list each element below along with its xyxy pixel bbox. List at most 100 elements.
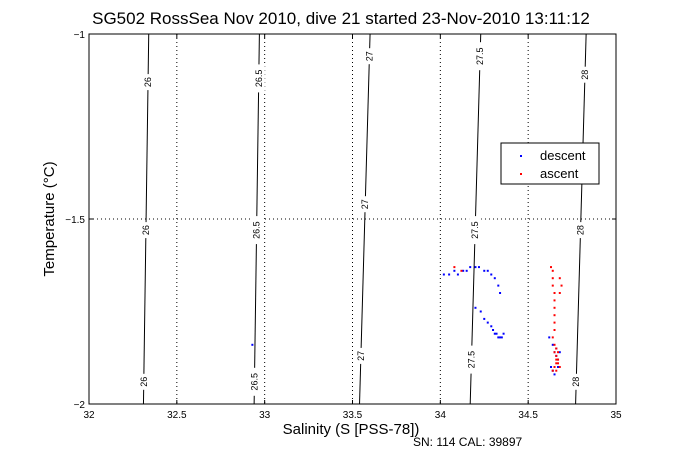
y-tick-label: −1 — [74, 30, 86, 41]
descent-point — [548, 336, 551, 339]
ascent-point — [553, 314, 556, 317]
x-tick-label: 35 — [610, 410, 622, 421]
axis-ticks: 32 32.5 33 33.5 34 34.5 35 −2 −1.5 −1 — [65, 30, 622, 421]
descent-point — [469, 266, 472, 269]
legend-label-descent: descent — [540, 148, 586, 163]
ascent-point — [553, 299, 556, 302]
descent-point — [486, 269, 489, 272]
ascent-point — [555, 358, 558, 361]
x-tick-label: 34 — [435, 410, 447, 421]
x-axis-label: Salinity (S [PSS-78]) — [283, 421, 420, 438]
descent-point — [474, 306, 477, 309]
ascent-point — [553, 366, 556, 368]
descent-point — [462, 269, 465, 272]
ascent-point — [551, 269, 554, 272]
contour-label: 27 — [356, 351, 366, 361]
contour-label: 26.5 — [249, 373, 259, 391]
descent-point — [483, 317, 486, 320]
ascent-point — [553, 292, 556, 294]
descent-point — [551, 343, 554, 346]
x-tick-label: 32 — [83, 410, 95, 421]
x-tick-label: 34.5 — [518, 410, 538, 421]
ascent-point — [453, 266, 456, 269]
contour-label-gap — [363, 48, 376, 65]
descent-point — [251, 343, 254, 346]
descent-point — [453, 269, 456, 272]
ascent-point — [555, 354, 558, 357]
descent-point — [483, 269, 486, 272]
grid — [89, 34, 616, 404]
ascent-point — [553, 329, 556, 331]
legend-marker-descent — [520, 155, 522, 157]
ascent-point — [557, 358, 560, 361]
contour-label: 26 — [141, 225, 151, 235]
contour-label-gap — [354, 347, 367, 364]
y-tick-label: −2 — [74, 400, 86, 411]
descent-point — [442, 273, 445, 276]
descent-point — [479, 310, 482, 313]
ascent-point — [551, 336, 554, 339]
ascent-point — [551, 277, 554, 280]
y-axis-label: Temperature (°C) — [41, 161, 58, 276]
y-tick-label: −1.5 — [65, 215, 85, 226]
contour-label-gap — [574, 222, 587, 239]
contour-label-gap — [570, 373, 583, 390]
contour-label-gap — [137, 373, 150, 390]
descent-point — [448, 273, 451, 276]
contour-label: 27.5 — [470, 221, 480, 239]
contour-label: 28 — [580, 70, 590, 80]
ascent-point — [555, 369, 558, 372]
contour-line-26 — [142, 33, 150, 405]
ascent-point — [555, 362, 558, 365]
descent-point — [497, 284, 500, 287]
descent-point — [557, 366, 560, 368]
descent-point — [465, 269, 468, 272]
descent-point — [477, 266, 480, 269]
descent-point — [493, 332, 496, 335]
ascent-point — [551, 284, 554, 287]
descent-point — [490, 273, 493, 276]
contour-label: 27.5 — [466, 351, 476, 369]
contour-line-27 — [359, 33, 371, 405]
contour-line-28 — [575, 33, 587, 405]
contour-label-gap — [250, 216, 263, 245]
legend-marker-ascent — [520, 173, 522, 175]
density-contours: 26 26 26 26.5 26.5 26.5 27 27 27 27.5 27.5 27.5 28 28… — [137, 33, 591, 405]
contour-label: 27 — [360, 199, 370, 209]
contour-label: 28 — [571, 377, 581, 387]
ascent-point — [553, 343, 556, 346]
ascent-point — [555, 347, 558, 350]
contour-label: 27 — [364, 51, 374, 61]
ascent-point — [551, 369, 554, 372]
contour-label: 28 — [576, 225, 586, 235]
descent-point — [493, 277, 496, 280]
ascent-point — [557, 362, 560, 365]
ascent-point — [553, 321, 556, 324]
contour-label: 26 — [143, 77, 153, 87]
contour-label-gap — [142, 74, 155, 91]
ascent-point — [558, 277, 561, 280]
descent-point — [553, 373, 556, 376]
descent-point — [490, 325, 493, 328]
x-tick-label: 33 — [259, 410, 271, 421]
contour-label-gap — [248, 367, 261, 396]
ascent-point — [560, 284, 563, 287]
ascent-point — [550, 266, 553, 269]
legend-label-ascent: ascent — [540, 166, 579, 181]
ascent-point — [558, 366, 561, 368]
contour-label-gap — [578, 66, 591, 83]
contour-label: 27.5 — [475, 47, 485, 65]
contour-label-gap — [474, 42, 487, 71]
ascent-point — [460, 269, 463, 272]
contour-label-gap — [252, 64, 265, 93]
contour-label-gap — [469, 216, 482, 245]
ascent-point — [553, 351, 556, 354]
descent-point — [456, 273, 459, 276]
legend: descent ascent — [500, 142, 600, 185]
x-tick-label: 32.5 — [167, 410, 187, 421]
data-points — [251, 266, 563, 376]
descent-point — [502, 332, 505, 335]
descent-point — [495, 332, 498, 335]
descent-point — [550, 366, 553, 368]
